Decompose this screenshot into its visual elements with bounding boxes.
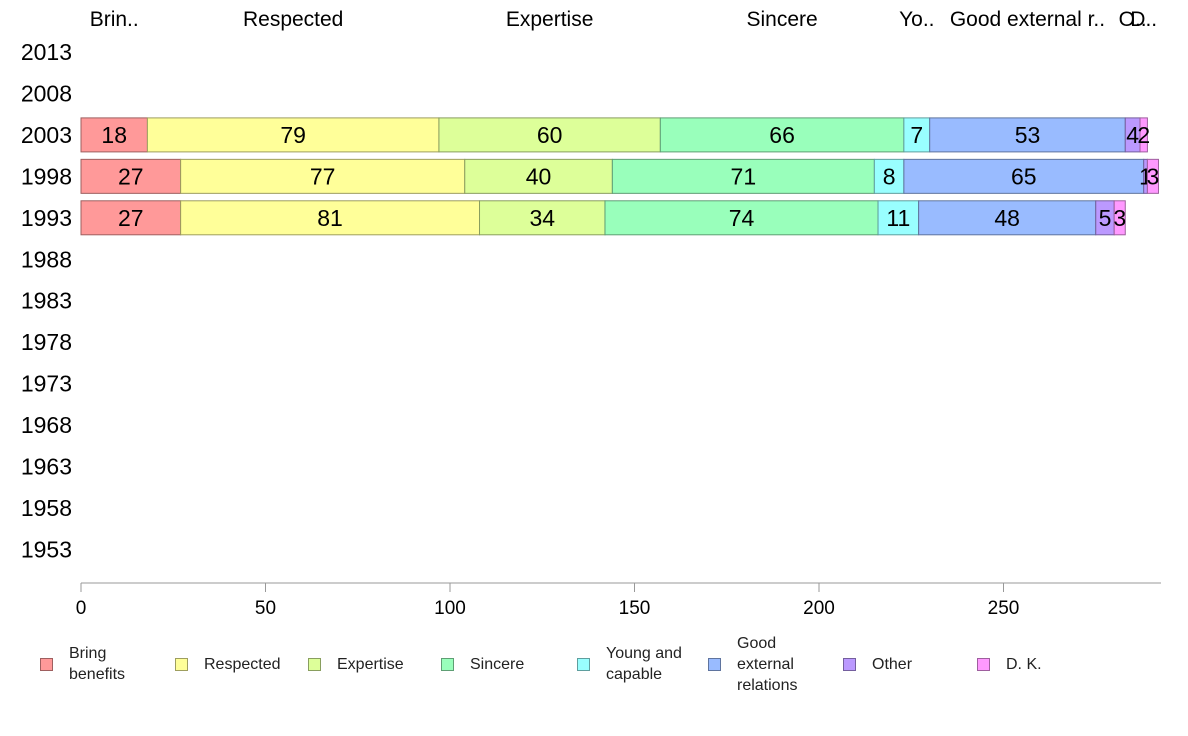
legend-label-4: Young and capable [606, 645, 682, 683]
column-header-7: D.. [1130, 8, 1157, 31]
bar-1993-series-5 [918, 200, 1097, 236]
data-label-2003-series-2: 60 [537, 122, 563, 148]
category-label-2013: 2013 [21, 39, 72, 65]
data-label-1993-series-7: 3 [1113, 205, 1126, 231]
data-label-2003-series-0: 18 [101, 122, 127, 148]
data-label-1993-series-4: 11 [886, 205, 910, 231]
column-header-6: O.. [1119, 8, 1147, 31]
category-label-1988: 1988 [21, 246, 72, 272]
category-label-1983: 1983 [21, 288, 72, 314]
legend-swatch-4 [577, 657, 590, 671]
legend-swatch-7 [977, 657, 990, 671]
data-label-1993-series-3: 74 [729, 205, 755, 231]
legend-item-6: Other [843, 632, 912, 696]
legend-swatch-3 [441, 657, 454, 671]
bar-1998-series-4 [873, 158, 905, 194]
column-header-3: Sincere [746, 8, 817, 31]
legend-swatch-1 [175, 657, 188, 671]
data-label-2003-series-3: 66 [769, 122, 795, 148]
legend-item-2: Expertise [308, 632, 404, 696]
data-label-1993-series-2: 34 [529, 205, 555, 231]
data-label-1998-series-3: 71 [731, 163, 757, 189]
x-tick-label-0: 0 [76, 598, 87, 619]
category-label-1978: 1978 [21, 329, 72, 355]
data-label-2003-series-4: 7 [910, 122, 923, 148]
legend-item-0: Bring benefits [40, 632, 125, 696]
category-label-2008: 2008 [21, 80, 72, 106]
bar-1998-series-1 [180, 158, 466, 194]
category-label-1973: 1973 [21, 371, 72, 397]
legend-label-6: Other [872, 655, 913, 673]
legend-item-4: Young and capable [577, 632, 682, 696]
bar-2003-series-5 [929, 117, 1126, 153]
legend-swatch-2 [308, 657, 321, 671]
x-tick-label-50: 50 [255, 598, 276, 619]
data-label-2003-series-7: 2 [1137, 122, 1150, 148]
legend-label-2: Expertise [337, 655, 404, 673]
bar-1998-series-7 [1146, 158, 1159, 194]
bar-1993-series-3 [604, 200, 879, 236]
legend-label-3: Sincere [470, 655, 525, 673]
bar-2003-series-4 [903, 117, 931, 153]
data-label-1998-series-0: 27 [118, 163, 144, 189]
legend-label-5: Good external relations [737, 634, 798, 694]
bar-1993-series-2 [479, 200, 606, 236]
x-tick-label-200: 200 [803, 598, 835, 619]
legend-swatch-5 [708, 657, 721, 671]
bar-2003-series-1 [146, 117, 440, 153]
data-label-1993-series-6: 5 [1099, 205, 1112, 231]
data-label-1998-series-1: 77 [310, 163, 336, 189]
legend-item-7: D. K. [977, 632, 1042, 696]
bar-1993-series-4 [877, 200, 920, 236]
bar-1993-series-7 [1113, 200, 1126, 236]
category-label-1958: 1958 [21, 495, 72, 521]
category-label-1968: 1968 [21, 412, 72, 438]
legend-label-0: Bring benefits [69, 645, 126, 683]
legend-swatch-6 [843, 657, 856, 671]
bar-1998-series-2 [464, 158, 613, 194]
column-header-5: Good external r.. [950, 8, 1105, 31]
data-label-1993-series-5: 48 [994, 205, 1020, 231]
category-label-2003: 2003 [21, 122, 72, 148]
category-label-1998: 1998 [21, 163, 72, 189]
legend-item-3: Sincere [441, 632, 524, 696]
data-label-1998-series-5: 65 [1011, 163, 1037, 189]
data-label-1998-series-2: 40 [526, 163, 552, 189]
legend-label-1: Respected [204, 655, 281, 673]
bar-1998-series-5 [903, 158, 1145, 194]
category-label-1993: 1993 [21, 205, 72, 231]
data-label-1998-series-7: 3 [1147, 163, 1160, 189]
chart-legend: Bring benefits Respected Expertise Sincere Yo… [40, 632, 1180, 702]
legend-item-1: Respected [175, 632, 281, 696]
x-tick-label-100: 100 [434, 598, 466, 619]
category-label-1963: 1963 [21, 454, 72, 480]
column-header-0: Brin.. [90, 8, 139, 31]
bar-2003-series-7 [1139, 117, 1148, 153]
legend-item-5: Good external relations [708, 632, 797, 696]
data-label-2003-series-6: 4 [1126, 122, 1139, 148]
column-header-2: Expertise [506, 8, 594, 31]
data-label-2003-series-5: 53 [1015, 122, 1041, 148]
data-label-1993-series-1: 81 [317, 205, 343, 231]
x-tick-label-150: 150 [619, 598, 651, 619]
bar-1998-series-0 [80, 158, 182, 194]
data-label-1998-series-4: 8 [883, 163, 896, 189]
bar-1993-series-1 [180, 200, 481, 236]
bar-1993-series-0 [80, 200, 182, 236]
category-label-1953: 1953 [21, 536, 72, 562]
column-header-4: Yo.. [899, 8, 934, 31]
data-label-2003-series-1: 79 [280, 122, 306, 148]
legend-label-7: D. K. [1006, 655, 1042, 673]
x-tick-label-250: 250 [988, 598, 1020, 619]
column-header-1: Respected [243, 8, 343, 31]
legend-swatch-0 [40, 657, 53, 671]
data-label-1993-series-0: 27 [118, 205, 144, 231]
